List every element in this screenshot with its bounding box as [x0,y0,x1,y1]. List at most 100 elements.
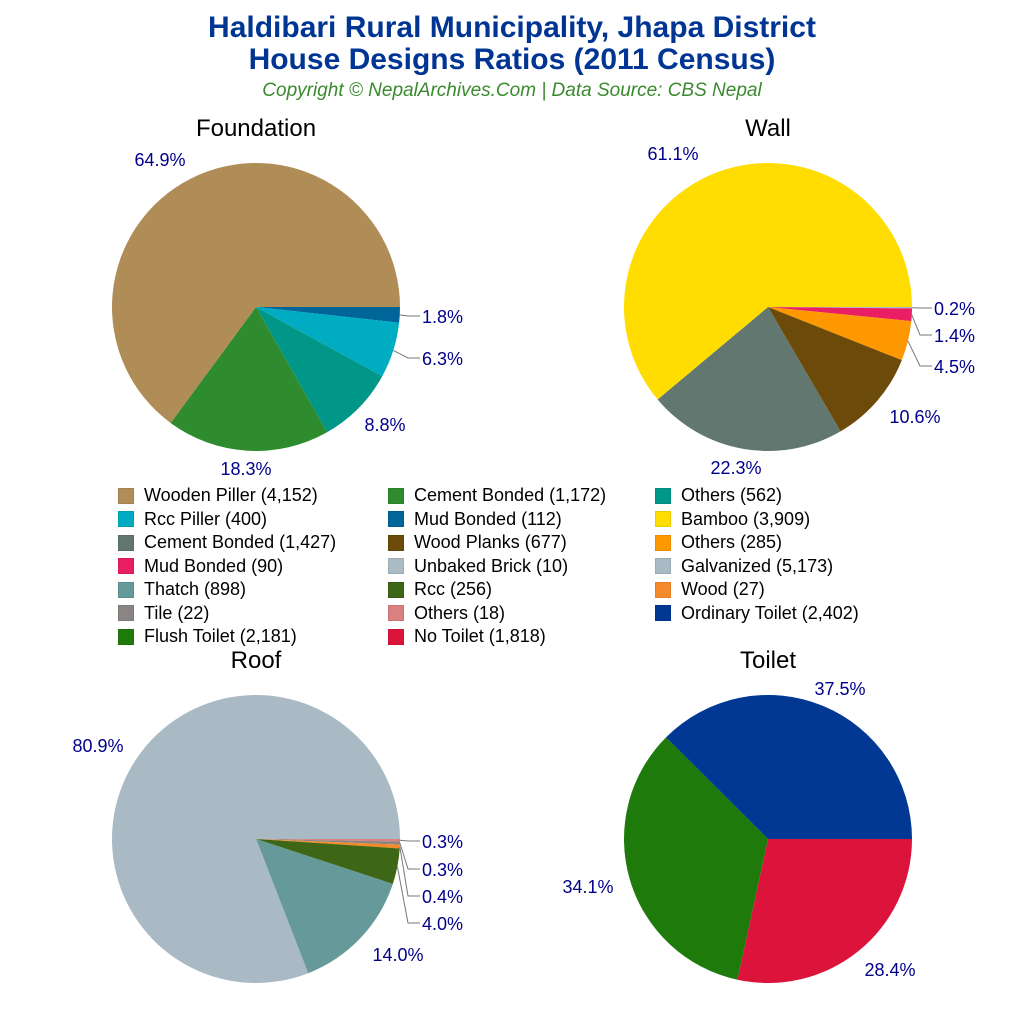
pie-percent-label: 18.3% [220,459,271,479]
legend-label: Others (285) [681,532,783,552]
pie-slice [666,695,912,839]
pie-slice [256,307,401,323]
label-leader-line [907,340,932,367]
legend-item: Thatch (898) [118,578,246,601]
pie-slice [112,163,400,423]
legend-item: Cement Bonded (1,172) [388,484,606,507]
legend-item: Others (18) [388,602,505,625]
legend-label: Cement Bonded (1,172) [414,485,607,505]
legend-swatch [388,628,404,645]
pie-slice [256,839,400,884]
pie-title-wall: Wall [745,115,791,142]
chart-title-line1: Haldibari Rural Municipality, Jhapa Dist… [208,11,816,44]
legend-swatch [388,511,404,527]
pie-percent-label: 1.8% [422,307,463,327]
legend-swatch [118,487,134,504]
pie-percent-label: 28.4% [864,960,915,980]
legend-label: Wooden Piller (4,152) [144,485,318,505]
legend-item: Bamboo (3,909) [655,508,810,531]
legend-item: Wood (27) [655,578,765,601]
pie-slice [256,307,383,433]
pie-percent-label: 61.1% [647,144,698,164]
legend-swatch [655,534,671,551]
legend-swatch [388,487,404,504]
pie-slice [768,307,902,432]
legend-swatch [118,605,134,621]
legend-item: Galvanized (5,173) [655,555,833,578]
legend-label: Wood Planks (677) [414,532,567,552]
legend-swatch [118,558,134,574]
legend-item: Cement Bonded (1,427) [118,531,336,554]
legend-item: Mud Bonded (90) [118,555,283,578]
legend-label: Flush Toilet (2,181) [144,626,297,646]
pie-foundation: 1.8% 6.3% 8.8% 18.3% 64.9% [112,150,463,479]
pie-slice [768,307,912,322]
legend-item: Tile (22) [118,602,209,625]
pie-slice [737,839,912,983]
label-leader-line [396,866,420,924]
legend-swatch [388,581,404,598]
legend-swatch [388,605,404,621]
chart-subtitle: Copyright © NepalArchives.Com | Data Sou… [262,80,762,101]
legend-label: Galvanized (5,173) [681,555,834,576]
pie-percent-label: 1.4% [934,326,975,346]
pie-slice [624,737,768,980]
pie-title-roof: Roof [230,647,282,674]
label-leader-line [399,839,420,842]
legend-label: Unbaked Brick (10) [414,555,569,576]
legend-label: Rcc (256) [414,579,493,599]
pie-slice [256,839,400,845]
legend-swatch [655,558,671,574]
legend-swatch [655,487,671,504]
legend-swatch [655,605,671,621]
legend-label: Bamboo (3,909) [681,508,811,529]
legend-label: Mud Bonded (112) [414,508,562,529]
legend-label: Others (562) [681,485,783,505]
legend-label: Wood (27) [681,579,765,599]
legend-item: Others (285) [655,531,782,554]
legend-item: Wooden Piller (4,152) [118,484,318,507]
pie-slice [657,307,841,451]
legend-swatch [118,511,134,527]
legend-label: Ordinary Toilet (2,402) [681,602,859,623]
legend-label: No Toilet (1,818) [414,626,546,646]
pie-slice [768,307,912,361]
label-leader-line [399,846,420,897]
pie-percent-label: 0.4% [422,887,463,907]
pie-percent-label: 4.5% [934,357,975,377]
label-leader-line [399,314,420,317]
pie-slice [256,307,400,377]
legend-item: No Toilet (1,818) [388,625,546,648]
pie-percent-label: 22.3% [710,458,761,478]
pie-wall: 0.2% 1.4% 4.5% 10.6% 22.3% 61.1% [623,144,975,478]
pie-title-foundation: Foundation [195,115,317,142]
pie-percent-label: 0.3% [422,860,463,880]
legend-label: Mud Bonded (90) [144,555,284,576]
pie-title-toilet: Toilet [739,647,797,674]
pie-percent-label: 8.8% [364,415,405,435]
legend-swatch [118,581,134,598]
pie-slice [170,307,328,452]
pie-percent-label: 80.9% [72,736,123,756]
pie-percent-label: 14.0% [372,945,423,965]
legend-label: Rcc Piller (400) [144,508,268,529]
pie-percent-label: 37.5% [814,679,865,699]
legend-item: Rcc Piller (400) [118,508,267,531]
legend-item: Ordinary Toilet (2,402) [655,602,859,625]
pie-slice [256,839,401,842]
pie-percent-label: 6.3% [422,349,463,369]
legend-swatch [118,534,134,551]
legend-swatch [388,558,404,574]
legend-item: Others (562) [655,484,782,507]
label-leader-line [911,314,932,336]
pie-percent-label: 10.6% [889,407,940,427]
legend-item: Wood Planks (677) [388,531,567,554]
legend-swatch [118,628,134,645]
label-leader-line [399,842,420,870]
legend-swatch [388,534,404,551]
chart-title-line2: House Designs Ratios (2011 Census) [248,43,776,76]
pie-slice [112,695,400,983]
legend-label: Thatch (898) [144,579,247,599]
legend-label: Others (18) [414,602,506,623]
